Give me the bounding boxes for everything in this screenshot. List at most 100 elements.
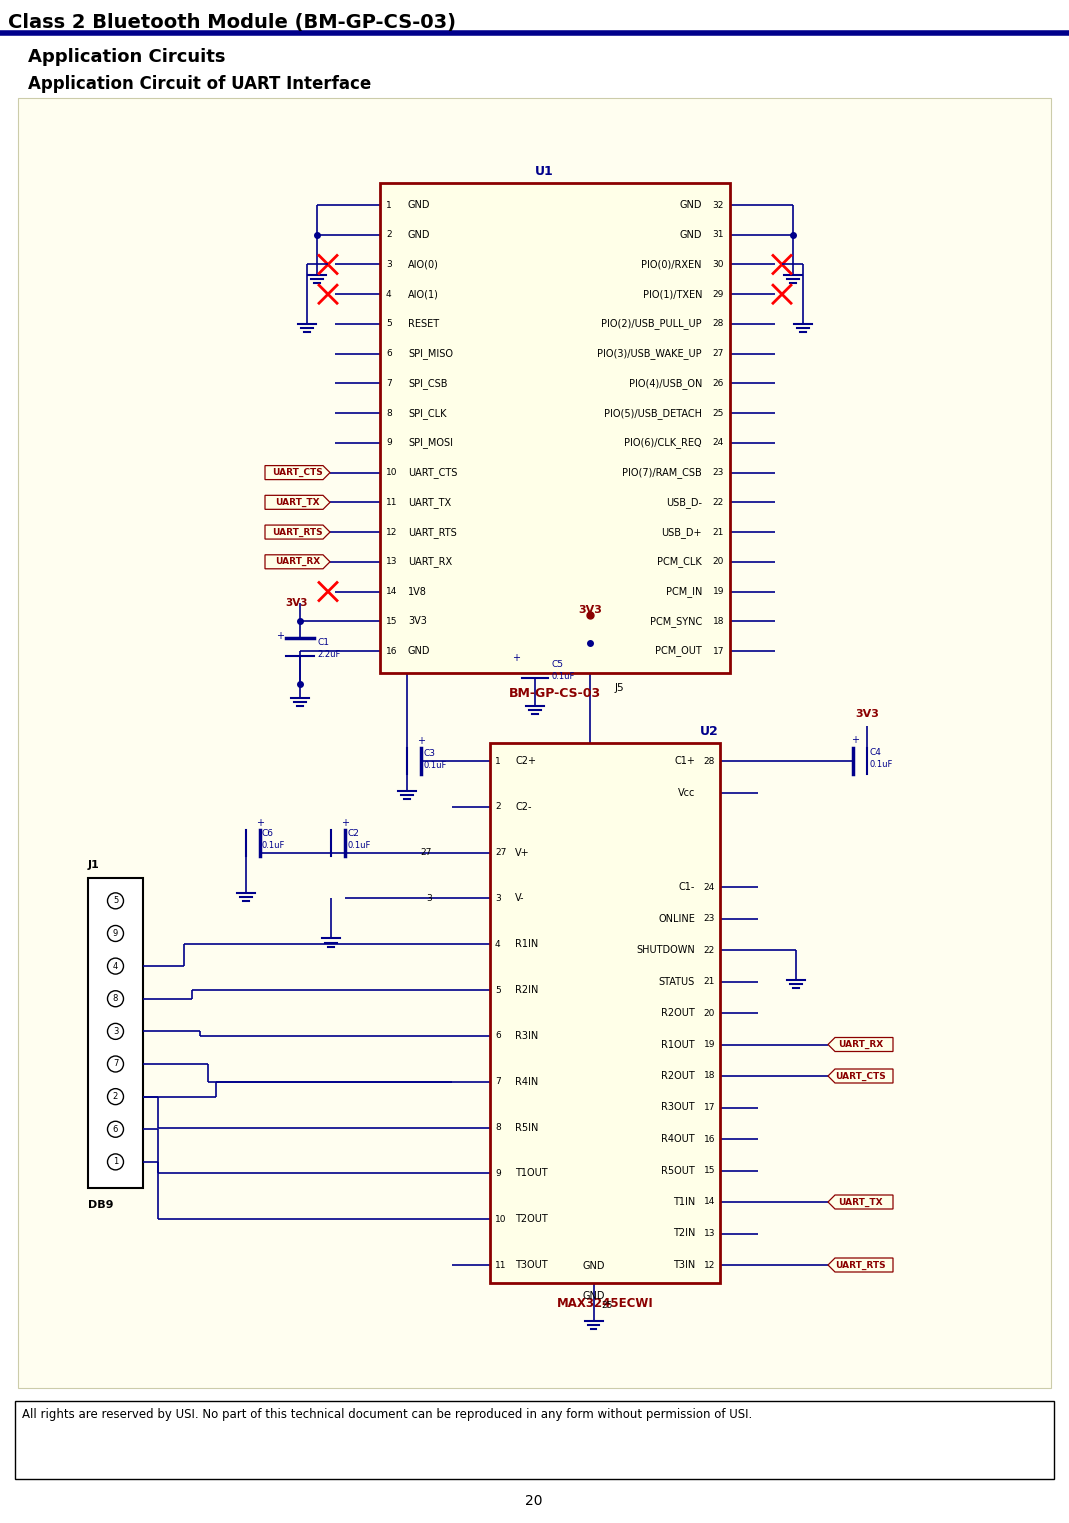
Text: 12: 12 (386, 527, 398, 536)
Text: UART_CTS: UART_CTS (835, 1071, 886, 1081)
Text: PIO(2)/USB_PULL_UP: PIO(2)/USB_PULL_UP (602, 318, 702, 329)
Text: SHUTDOWN: SHUTDOWN (636, 944, 695, 955)
Text: J5: J5 (615, 682, 624, 693)
Text: T1IN: T1IN (672, 1197, 695, 1208)
Text: R2IN: R2IN (515, 985, 539, 995)
Text: 13: 13 (703, 1229, 715, 1238)
Text: 6: 6 (386, 349, 391, 358)
Text: J1: J1 (88, 860, 99, 870)
Text: 29: 29 (713, 289, 724, 299)
Text: UART_TX: UART_TX (275, 498, 320, 507)
Text: U1: U1 (534, 164, 554, 178)
Text: BM-GP-CS-03: BM-GP-CS-03 (509, 687, 601, 701)
Text: PCM_CLK: PCM_CLK (657, 556, 702, 567)
Text: 2: 2 (386, 230, 391, 239)
Text: 10: 10 (495, 1215, 507, 1223)
Text: 11: 11 (495, 1261, 507, 1270)
Text: C1-: C1- (679, 882, 695, 892)
Text: 3V3: 3V3 (578, 605, 602, 615)
Text: C4: C4 (869, 748, 881, 757)
Text: R1IN: R1IN (515, 940, 539, 949)
Text: 9: 9 (113, 929, 119, 938)
Text: 15: 15 (386, 617, 398, 626)
Text: 30: 30 (713, 260, 724, 270)
Text: 3: 3 (386, 260, 391, 270)
Text: GND: GND (583, 1261, 605, 1272)
Polygon shape (265, 554, 330, 568)
Polygon shape (828, 1069, 893, 1083)
Text: UART_RTS: UART_RTS (835, 1261, 886, 1270)
Text: 3: 3 (427, 894, 432, 903)
Text: C1+: C1+ (675, 755, 695, 766)
Text: UART_TX: UART_TX (838, 1197, 883, 1206)
Text: 24: 24 (713, 439, 724, 448)
Text: UART_RX: UART_RX (408, 556, 452, 567)
Text: 1V8: 1V8 (408, 586, 427, 597)
Text: PIO(0)/RXEN: PIO(0)/RXEN (641, 259, 702, 270)
Text: 4: 4 (113, 961, 119, 970)
Text: GND: GND (583, 1292, 605, 1301)
Text: PCM_SYNC: PCM_SYNC (650, 615, 702, 627)
Text: UART_RX: UART_RX (838, 1040, 883, 1049)
Text: R2OUT: R2OUT (662, 1071, 695, 1081)
Text: 3: 3 (495, 894, 500, 903)
Text: 20: 20 (713, 557, 724, 567)
Text: T2IN: T2IN (672, 1229, 695, 1238)
Text: 7: 7 (113, 1060, 119, 1069)
Polygon shape (828, 1196, 893, 1209)
Text: PIO(1)/TXEN: PIO(1)/TXEN (642, 289, 702, 299)
Text: 2: 2 (113, 1092, 119, 1101)
Text: 9: 9 (495, 1168, 500, 1177)
Text: +: + (851, 736, 859, 745)
Text: 4: 4 (386, 289, 391, 299)
Text: T3OUT: T3OUT (515, 1260, 547, 1270)
Text: 3: 3 (113, 1027, 119, 1036)
Text: 25: 25 (602, 1302, 613, 1310)
Text: 5: 5 (386, 320, 391, 329)
Polygon shape (828, 1037, 893, 1051)
Text: C6: C6 (262, 829, 274, 838)
Text: 7: 7 (386, 379, 391, 388)
Text: 0.1uF: 0.1uF (423, 760, 447, 769)
Text: Application Circuits: Application Circuits (28, 49, 226, 65)
Text: 5: 5 (495, 985, 500, 995)
Text: Vcc: Vcc (678, 787, 695, 798)
Text: 8: 8 (113, 995, 119, 1004)
Text: 22: 22 (703, 946, 715, 955)
Text: 31: 31 (713, 230, 724, 239)
Text: T1OUT: T1OUT (515, 1168, 547, 1179)
Text: GND: GND (408, 646, 431, 656)
Text: 8: 8 (386, 408, 391, 417)
Text: PCM_OUT: PCM_OUT (655, 646, 702, 656)
Text: 3V3: 3V3 (408, 617, 427, 626)
Text: PIO(7)/RAM_CSB: PIO(7)/RAM_CSB (622, 468, 702, 478)
Text: MAX3245ECWI: MAX3245ECWI (557, 1298, 653, 1310)
Text: 23: 23 (703, 914, 715, 923)
Text: SPI_MISO: SPI_MISO (408, 349, 453, 359)
Text: ONLINE: ONLINE (659, 914, 695, 923)
Text: 6: 6 (495, 1031, 500, 1040)
Text: 15: 15 (703, 1167, 715, 1176)
Text: U2: U2 (700, 725, 718, 739)
Bar (379, 183, 730, 673)
Text: STATUS: STATUS (659, 976, 695, 987)
Text: SPI_CLK: SPI_CLK (408, 408, 447, 419)
Text: R5IN: R5IN (515, 1122, 539, 1133)
Text: 3V3: 3V3 (285, 599, 308, 608)
Text: 2: 2 (495, 803, 500, 812)
Text: R2OUT: R2OUT (662, 1008, 695, 1017)
Text: 26: 26 (713, 379, 724, 388)
Text: UART_CTS: UART_CTS (273, 468, 323, 477)
Text: AIO(0): AIO(0) (408, 259, 439, 270)
Bar (490, 743, 721, 1282)
Text: GND: GND (408, 200, 431, 210)
Text: AIO(1): AIO(1) (408, 289, 439, 299)
Text: 28: 28 (703, 757, 715, 766)
Bar (15, 1401, 1054, 1479)
Text: +: + (417, 736, 425, 746)
Text: +: + (341, 818, 348, 827)
Text: Class 2 Bluetooth Module (BM-GP-CS-03): Class 2 Bluetooth Module (BM-GP-CS-03) (7, 14, 456, 32)
Text: PIO(4)/USB_ON: PIO(4)/USB_ON (629, 378, 702, 388)
Text: 3V3: 3V3 (855, 710, 879, 719)
Text: UART_RX: UART_RX (275, 557, 320, 567)
